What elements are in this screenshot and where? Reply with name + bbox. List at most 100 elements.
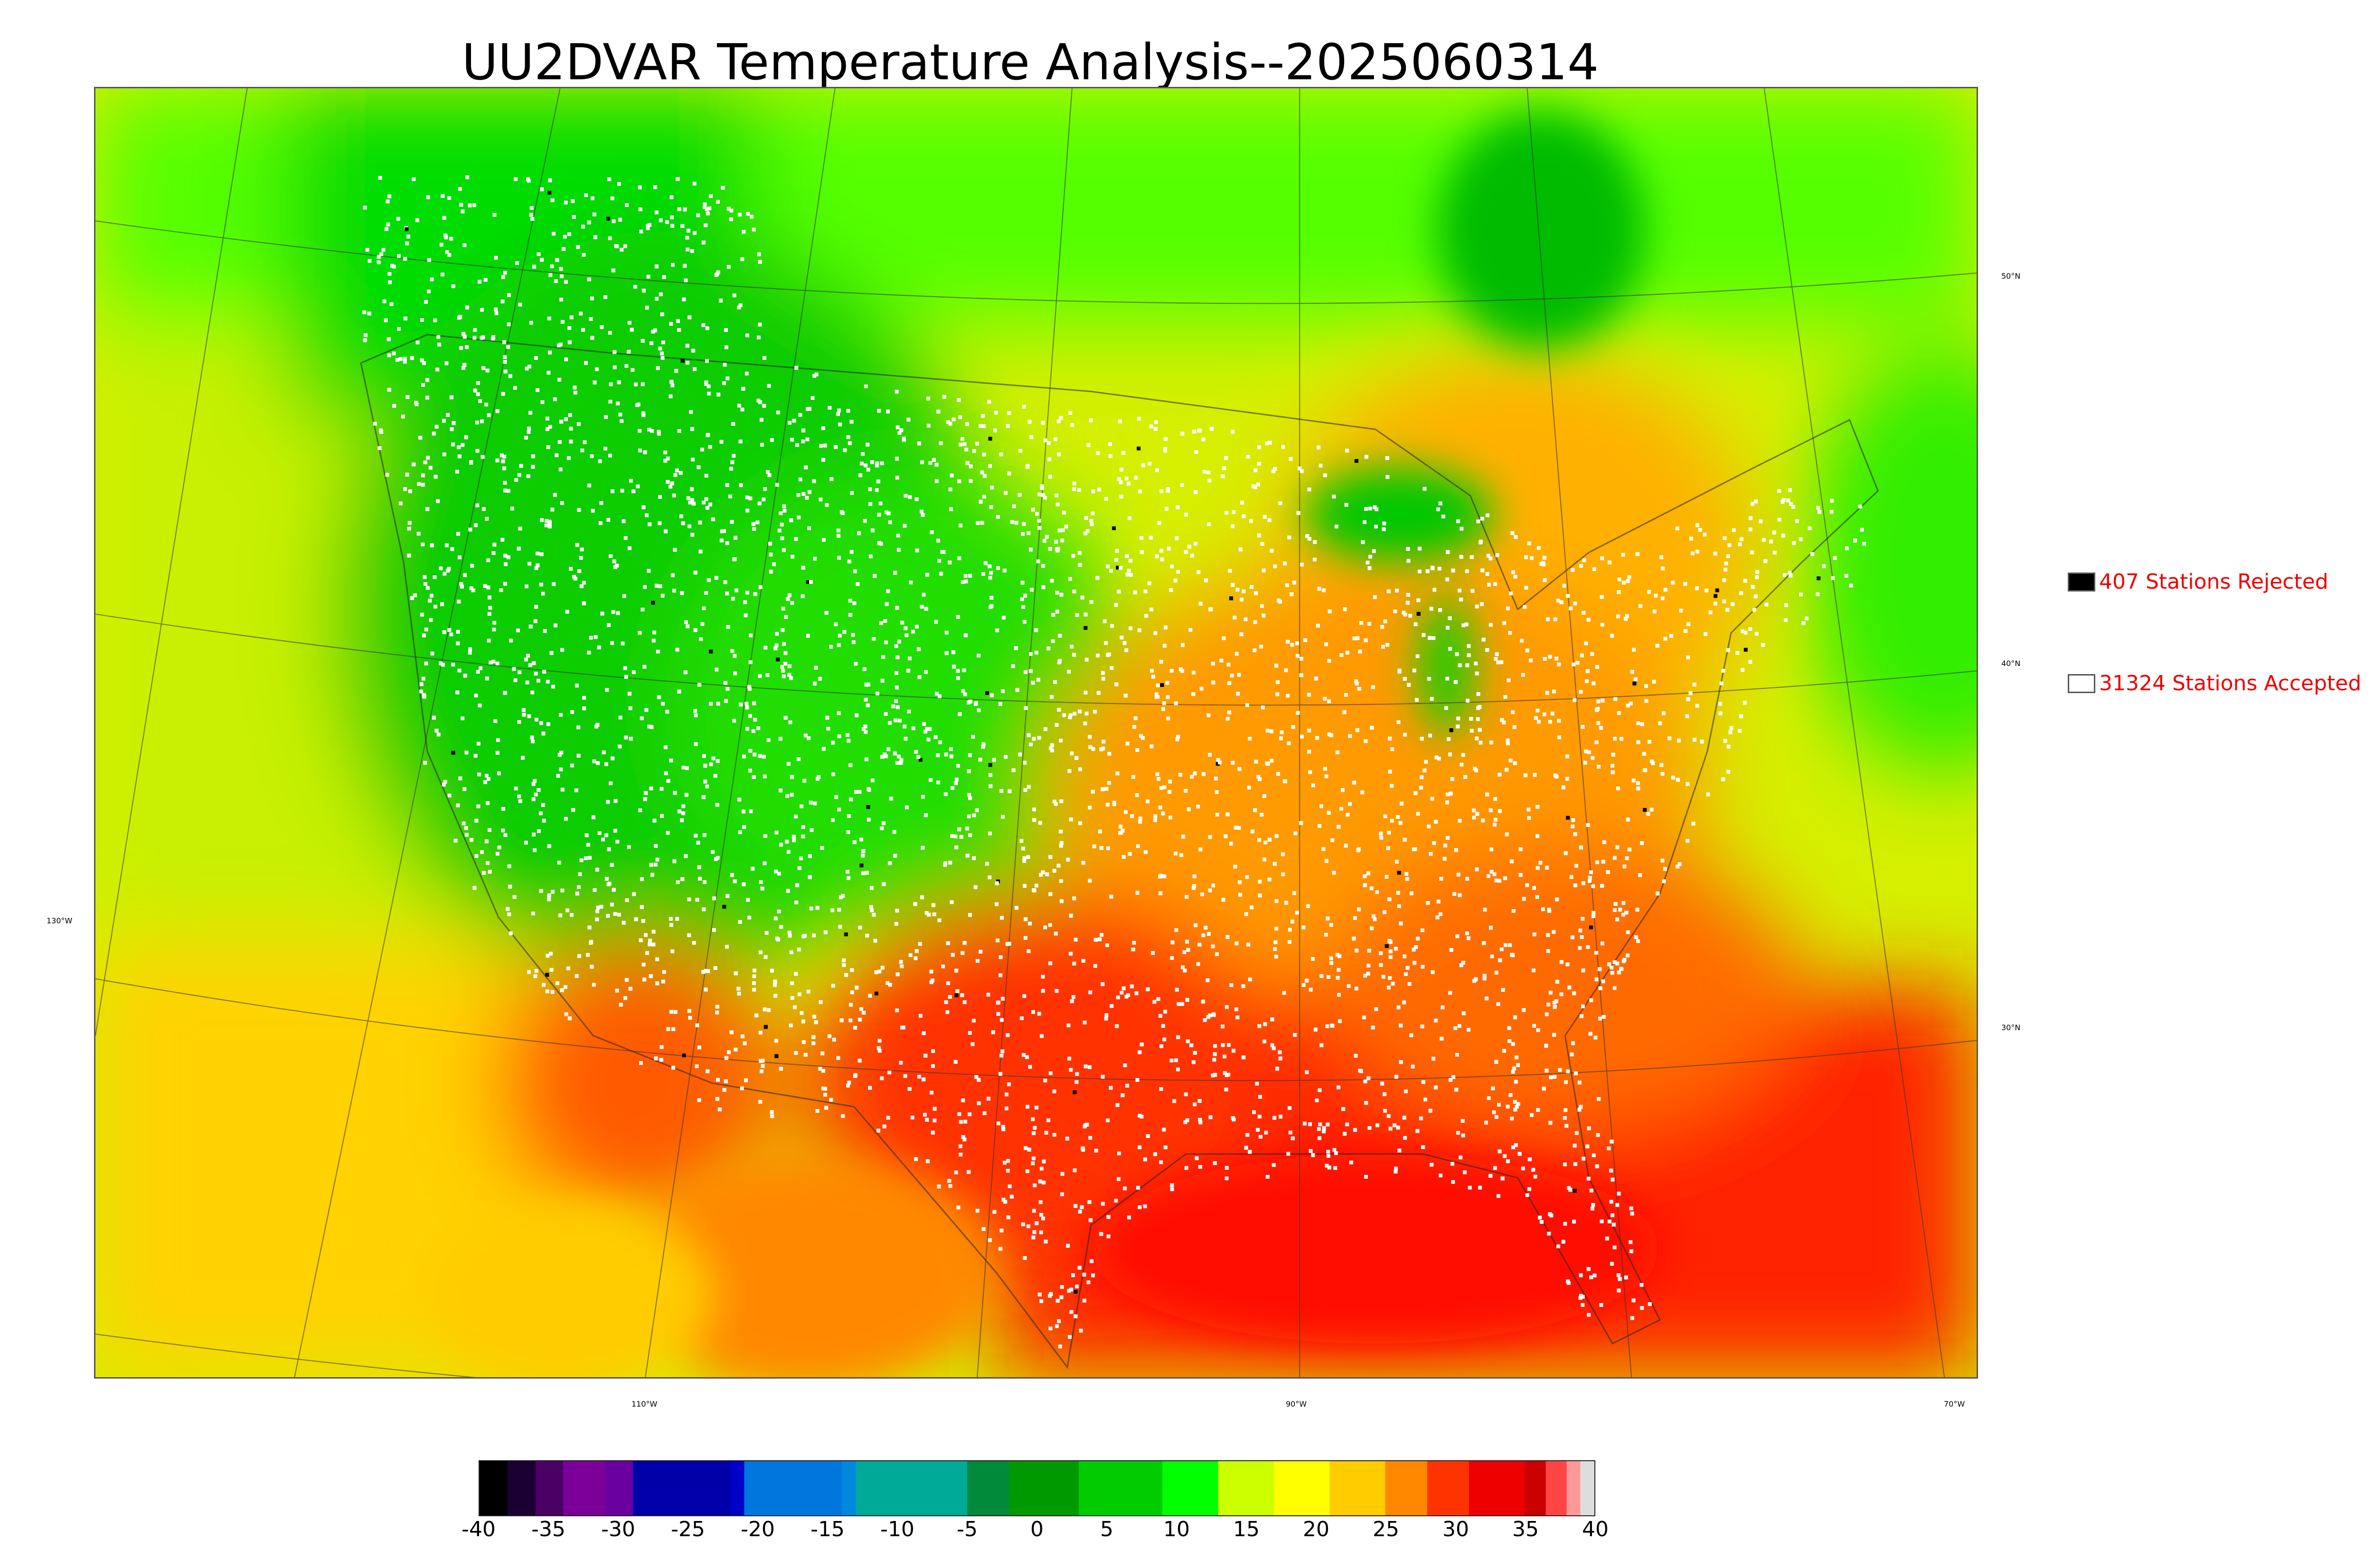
station-marker bbox=[1281, 445, 1285, 449]
station-marker bbox=[476, 804, 480, 808]
station-marker bbox=[1078, 821, 1083, 826]
station-marker bbox=[1509, 592, 1513, 596]
station-marker bbox=[1036, 677, 1040, 682]
station-marker bbox=[1185, 998, 1189, 1002]
station-marker bbox=[1430, 1163, 1434, 1167]
station-marker bbox=[1578, 946, 1582, 950]
station-marker bbox=[1366, 871, 1371, 875]
station-marker bbox=[707, 384, 711, 388]
station-marker bbox=[648, 223, 652, 227]
station-marker bbox=[1494, 1115, 1498, 1119]
station-marker bbox=[694, 742, 698, 746]
station-marker bbox=[866, 682, 870, 686]
station-marker bbox=[781, 668, 785, 673]
station-marker bbox=[1581, 968, 1585, 973]
station-marker bbox=[881, 655, 886, 659]
station-marker bbox=[698, 520, 702, 525]
station-marker bbox=[922, 1077, 926, 1081]
station-marker bbox=[1375, 507, 1379, 511]
station-marker bbox=[653, 185, 657, 189]
station-marker bbox=[527, 178, 531, 183]
station-marker bbox=[809, 906, 813, 911]
station-marker bbox=[850, 990, 854, 995]
station-marker bbox=[734, 1047, 738, 1052]
station-marker bbox=[1057, 1319, 1061, 1324]
station-marker bbox=[1059, 844, 1063, 848]
station-marker bbox=[1117, 1177, 1121, 1181]
station-marker bbox=[1332, 1148, 1337, 1152]
station-marker bbox=[1388, 976, 1392, 980]
station-marker bbox=[726, 207, 731, 211]
station-marker bbox=[1146, 987, 1150, 991]
station-marker bbox=[1460, 1119, 1465, 1123]
station-marker bbox=[1254, 760, 1258, 764]
station-marker bbox=[999, 1247, 1003, 1251]
station-marker bbox=[584, 856, 588, 860]
station-marker bbox=[1084, 712, 1089, 716]
station-marker bbox=[1235, 588, 1240, 592]
station-marker bbox=[752, 527, 756, 531]
station-marker bbox=[1452, 892, 1457, 896]
station-marker bbox=[923, 670, 928, 674]
station-marker bbox=[1630, 1316, 1634, 1320]
station-marker bbox=[1500, 1176, 1505, 1181]
station-marker bbox=[999, 1053, 1004, 1058]
station-marker bbox=[676, 880, 680, 884]
station-marker bbox=[786, 889, 790, 893]
station-marker bbox=[1045, 872, 1049, 876]
station-marker bbox=[1215, 790, 1219, 794]
station-marker bbox=[1624, 911, 1629, 915]
station-marker bbox=[921, 795, 925, 799]
station-marker bbox=[1388, 736, 1392, 741]
station-marker bbox=[813, 556, 817, 561]
station-marker bbox=[882, 1124, 886, 1128]
station-marker bbox=[1432, 588, 1437, 592]
station-marker bbox=[568, 413, 572, 417]
station-marker bbox=[1324, 932, 1328, 937]
station-marker bbox=[781, 628, 785, 632]
station-marker bbox=[838, 633, 842, 638]
station-marker bbox=[1143, 1204, 1147, 1209]
station-marker bbox=[1027, 1224, 1031, 1229]
station-marker bbox=[1546, 949, 1550, 953]
station-marker bbox=[1293, 831, 1298, 836]
station-marker bbox=[962, 442, 967, 446]
station-marker bbox=[484, 839, 489, 844]
station-marker bbox=[445, 250, 449, 254]
station-marker bbox=[729, 217, 733, 221]
station-marker bbox=[837, 711, 841, 715]
station-marker bbox=[1367, 566, 1372, 570]
station-marker bbox=[598, 459, 602, 463]
station-marker bbox=[1599, 726, 1603, 730]
station-marker bbox=[501, 807, 506, 811]
station-marker bbox=[1117, 1151, 1121, 1155]
station-marker bbox=[503, 833, 508, 837]
station-marker bbox=[424, 582, 428, 586]
station-marker bbox=[1199, 686, 1204, 691]
station-marker bbox=[613, 912, 617, 916]
station-marker bbox=[670, 384, 675, 388]
station-marker bbox=[1669, 634, 1673, 638]
station-marker bbox=[1323, 696, 1327, 701]
station-marker bbox=[657, 695, 661, 699]
station-marker bbox=[1244, 1145, 1248, 1150]
station-marker bbox=[485, 368, 490, 373]
station-marker bbox=[449, 236, 453, 241]
station-marker bbox=[1022, 404, 1026, 409]
station-marker bbox=[1420, 928, 1424, 932]
station-marker bbox=[1300, 734, 1304, 739]
station-marker bbox=[1407, 982, 1412, 986]
station-marker bbox=[1136, 844, 1140, 848]
station-marker bbox=[887, 1070, 892, 1075]
station-marker bbox=[1488, 808, 1493, 812]
station-marker bbox=[914, 750, 918, 754]
station-marker bbox=[534, 605, 538, 609]
station-marker bbox=[1458, 893, 1462, 897]
station-marker bbox=[1398, 821, 1403, 825]
station-marker bbox=[1131, 775, 1135, 779]
station-marker bbox=[1721, 668, 1725, 673]
station-marker bbox=[514, 787, 518, 791]
station-marker bbox=[433, 604, 437, 609]
station-marker bbox=[1588, 1032, 1592, 1036]
station-marker bbox=[978, 758, 982, 762]
